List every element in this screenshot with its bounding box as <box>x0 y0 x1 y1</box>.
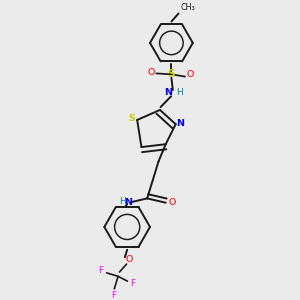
Text: N: N <box>164 88 172 97</box>
Text: H: H <box>176 88 182 97</box>
Text: O: O <box>148 68 155 77</box>
Text: O: O <box>168 198 176 207</box>
Text: N: N <box>124 198 132 207</box>
Text: O: O <box>186 70 194 80</box>
Text: S: S <box>168 69 175 79</box>
Text: F: F <box>130 279 136 288</box>
Text: N: N <box>176 119 184 128</box>
Text: S: S <box>129 114 135 123</box>
Text: F: F <box>98 266 104 274</box>
Text: H: H <box>119 197 126 206</box>
Text: F: F <box>111 291 116 300</box>
Text: O: O <box>125 255 133 264</box>
Text: CH₃: CH₃ <box>180 3 195 12</box>
